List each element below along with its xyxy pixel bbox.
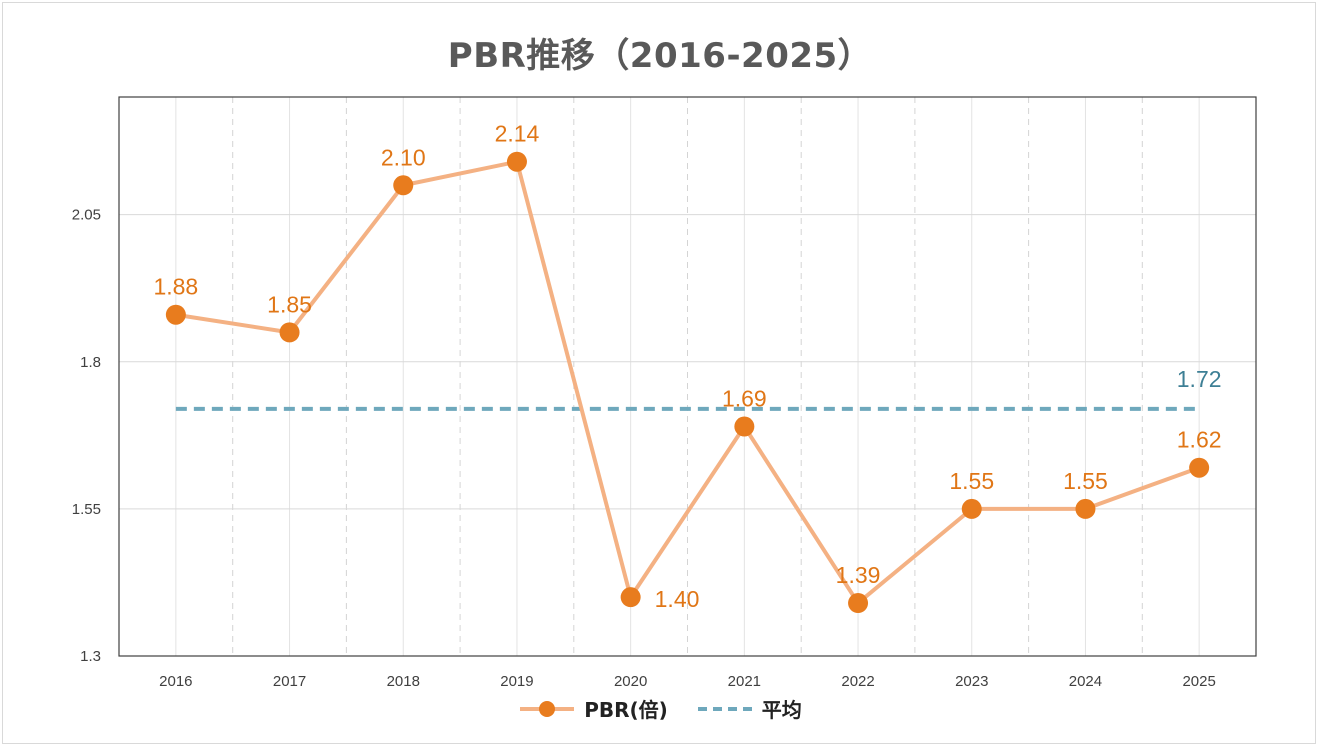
pbr-data-point [165, 304, 186, 325]
y-tick-label: 1.55 [72, 501, 101, 518]
pbr-data-point [1189, 457, 1210, 478]
legend-label-pbr: PBR(倍) [584, 698, 668, 722]
x-tick-label: 2024 [1069, 673, 1102, 690]
pbr-data-point [506, 151, 527, 172]
pbr-data-label: 1.69 [722, 386, 767, 412]
pbr-data-label: 1.55 [1063, 468, 1108, 494]
legend: PBR(倍) 平均 [0, 694, 1320, 723]
pbr-data-label: 1.85 [267, 291, 312, 317]
x-tick-label: 2020 [614, 673, 647, 690]
pbr-data-label: 2.10 [381, 144, 426, 170]
x-tick-label: 2023 [955, 673, 988, 690]
x-tick-label: 2025 [1182, 673, 1215, 690]
pbr-data-label: 1.55 [949, 468, 994, 494]
legend-item-pbr: PBR(倍) [518, 694, 668, 723]
x-tick-label: 2022 [841, 673, 874, 690]
average-data-label: 1.72 [1177, 366, 1222, 392]
pbr-data-label: 1.62 [1177, 427, 1222, 453]
legend-label-average: 平均 [761, 698, 802, 722]
x-tick-label: 2019 [500, 673, 533, 690]
plot-border [118, 96, 1257, 657]
y-tick-label: 1.3 [80, 648, 101, 665]
legend-pbr-marker-icon [520, 700, 575, 717]
x-tick-label: 2017 [273, 673, 306, 690]
chart-title: PBR推移（2016-2025） [447, 36, 873, 76]
legend-average-dash-icon [697, 706, 752, 711]
pbr-series-line [175, 159, 1200, 606]
y-tick-label: 2.05 [72, 207, 101, 224]
pbr-data-label: 1.39 [836, 562, 881, 588]
pbr-data-label: 1.88 [153, 274, 198, 300]
x-tick-label: 2018 [387, 673, 420, 690]
pbr-data-point [393, 175, 414, 196]
legend-item-average: 平均 [696, 694, 802, 723]
y-tick-label: 1.8 [80, 354, 101, 371]
pbr-data-point [961, 498, 982, 519]
pbr-data-point [1075, 498, 1096, 519]
pbr-data-point [848, 593, 869, 614]
pbr-data-label: 2.14 [495, 121, 540, 147]
x-tick-label: 2016 [159, 673, 192, 690]
pbr-data-label: 1.40 [655, 586, 700, 612]
pbr-data-point [620, 587, 641, 608]
x-tick-label: 2021 [728, 673, 761, 690]
pbr-data-point [734, 416, 755, 437]
pbr-data-point [279, 322, 300, 343]
